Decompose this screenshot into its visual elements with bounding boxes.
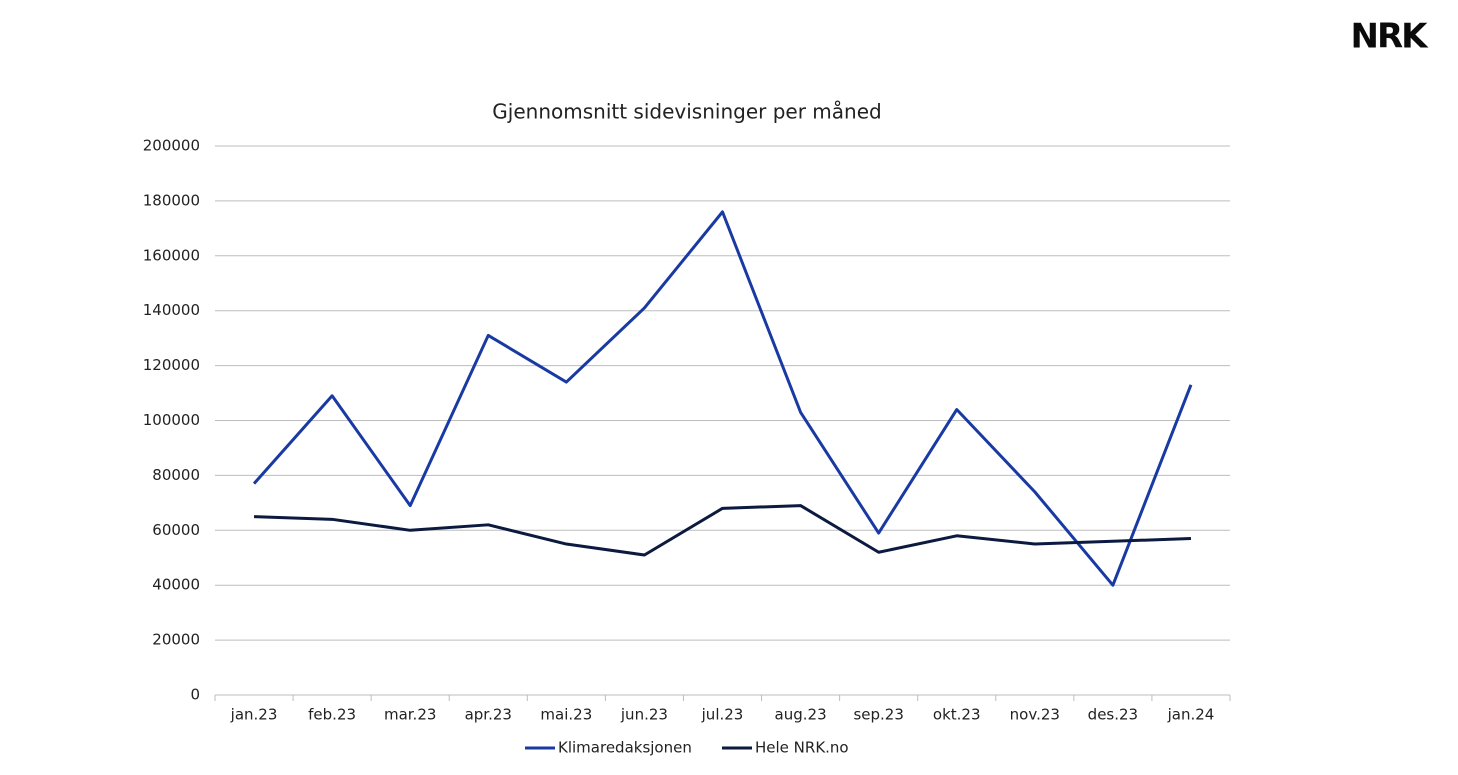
chart-title: Gjennomsnitt sidevisninger per måned bbox=[492, 100, 881, 124]
x-tick-label: feb.23 bbox=[308, 706, 356, 724]
y-tick-label: 140000 bbox=[143, 301, 200, 319]
x-tick-label: des.23 bbox=[1088, 706, 1138, 724]
series-line bbox=[252, 210, 1193, 587]
legend-label: Hele NRK.no bbox=[755, 739, 849, 757]
x-tick-label: jan.24 bbox=[1167, 706, 1215, 724]
series-line bbox=[253, 504, 1192, 557]
y-tick-label: 200000 bbox=[143, 137, 200, 155]
x-tick-label: jun.23 bbox=[620, 706, 668, 724]
legend-label: Klimaredaksjonen bbox=[558, 739, 692, 757]
x-tick-label: jan.23 bbox=[230, 706, 278, 724]
x-tick-label: sep.23 bbox=[853, 706, 903, 724]
y-tick-label: 80000 bbox=[152, 466, 200, 484]
y-tick-label: 180000 bbox=[143, 191, 200, 209]
y-tick-label: 160000 bbox=[143, 246, 200, 264]
y-tick-label: 120000 bbox=[143, 356, 200, 374]
x-tick-label: mai.23 bbox=[540, 706, 592, 724]
y-tick-label: 100000 bbox=[143, 411, 200, 429]
x-tick-label: nov.23 bbox=[1010, 706, 1060, 724]
y-tick-label: 0 bbox=[190, 686, 200, 704]
y-tick-label: 40000 bbox=[152, 576, 200, 594]
x-tick-label: apr.23 bbox=[465, 706, 512, 724]
x-tick-label: okt.23 bbox=[933, 706, 981, 724]
x-tick-label: mar.23 bbox=[384, 706, 436, 724]
logo: NRK bbox=[1351, 17, 1430, 57]
x-tick-label: aug.23 bbox=[775, 706, 827, 724]
x-tick-label: jul.23 bbox=[701, 706, 744, 724]
y-tick-label: 20000 bbox=[152, 631, 200, 649]
y-tick-label: 60000 bbox=[152, 521, 200, 539]
